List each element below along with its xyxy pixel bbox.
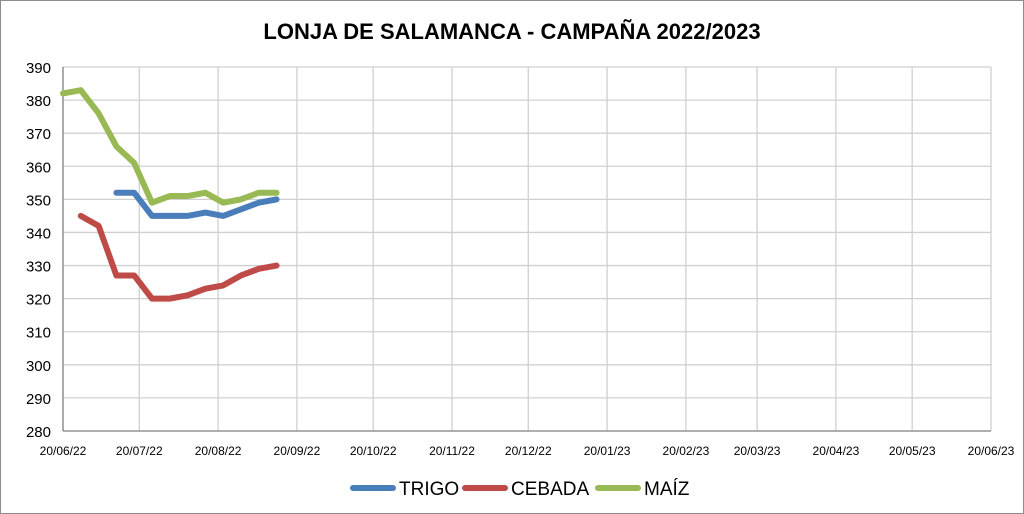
y-tick-label: 320 — [26, 292, 51, 309]
series-line-cebada — [77, 212, 280, 302]
y-tick-label: 300 — [26, 358, 51, 375]
legend-label: TRIGO — [399, 479, 459, 500]
series-line-trigo — [113, 189, 280, 219]
x-tick-label: 20/12/22 — [505, 444, 552, 458]
x-tick-label: 20/08/22 — [195, 444, 242, 458]
x-tick-label: 20/09/22 — [274, 444, 321, 458]
y-tick-label: 360 — [26, 159, 51, 176]
y-tick-label: 280 — [26, 424, 51, 441]
x-tick-label: 20/06/23 — [968, 444, 1015, 458]
x-tick-label: 20/04/23 — [813, 444, 860, 458]
y-tick-label: 380 — [26, 93, 51, 110]
y-tick-label: 350 — [26, 192, 51, 209]
legend-label: CEBADA — [511, 479, 589, 500]
y-tick-label: 290 — [26, 391, 51, 408]
x-tick-label: 20/11/22 — [429, 444, 475, 458]
y-tick-label: 340 — [26, 225, 51, 242]
series-line-maíz — [60, 87, 280, 206]
x-tick-label: 20/03/23 — [734, 444, 781, 458]
chart-title: LONJA DE SALAMANCA - CAMPAÑA 2022/2023 — [263, 19, 760, 44]
legend-label: MAÍZ — [644, 479, 690, 500]
y-tick-label: 390 — [26, 60, 51, 77]
y-tick-label: 310 — [26, 325, 51, 342]
x-tick-label: 20/06/22 — [40, 444, 87, 458]
x-tick-label: 20/01/23 — [584, 444, 631, 458]
x-tick-label: 20/02/23 — [663, 444, 710, 458]
x-tick-label: 20/07/22 — [116, 444, 163, 458]
x-tick-label: 20/10/22 — [350, 444, 397, 458]
y-tick-label: 370 — [26, 126, 51, 143]
y-tick-label: 330 — [26, 259, 51, 276]
x-tick-label: 20/05/23 — [889, 444, 936, 458]
